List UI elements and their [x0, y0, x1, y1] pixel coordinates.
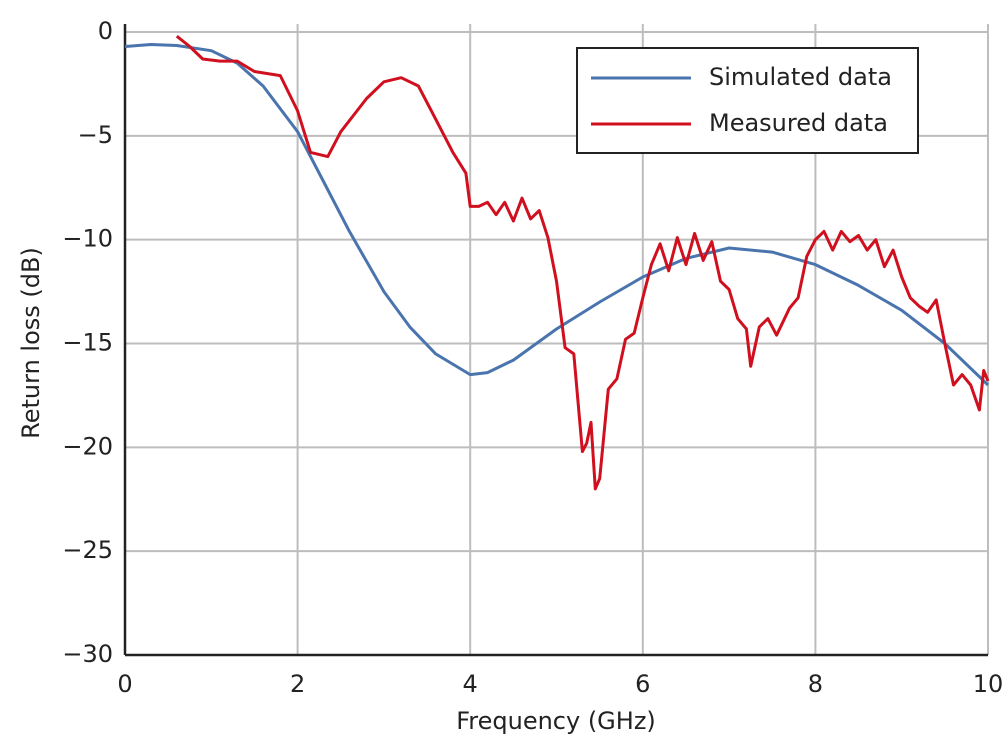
x-tick-label: 8 — [808, 670, 823, 698]
legend-label: Measured data — [709, 109, 888, 137]
y-tick-label: −25 — [62, 536, 113, 564]
line-series — [124, 43, 990, 387]
line-series — [175, 35, 990, 491]
x-axis-label: Frequency (GHz) — [456, 707, 656, 735]
y-tick-label: −20 — [62, 432, 113, 460]
legend-box — [576, 47, 919, 154]
legend-label: Simulated data — [709, 63, 892, 91]
y-axis-label: Return loss (dB) — [17, 247, 45, 439]
y-tick-label: 0 — [98, 17, 113, 45]
y-tick-label: −30 — [62, 640, 113, 668]
y-tick-label: −15 — [62, 329, 113, 357]
x-tick-label: 6 — [635, 670, 650, 698]
legend: Simulated data Measured data — [576, 47, 919, 154]
y-tick-label: −5 — [78, 121, 113, 149]
x-tick-label: 0 — [117, 670, 132, 698]
y-tick-label: −10 — [62, 225, 113, 253]
x-tick-label: 10 — [973, 670, 1004, 698]
x-tick-label: 2 — [290, 670, 305, 698]
x-tick-label: 4 — [463, 670, 478, 698]
